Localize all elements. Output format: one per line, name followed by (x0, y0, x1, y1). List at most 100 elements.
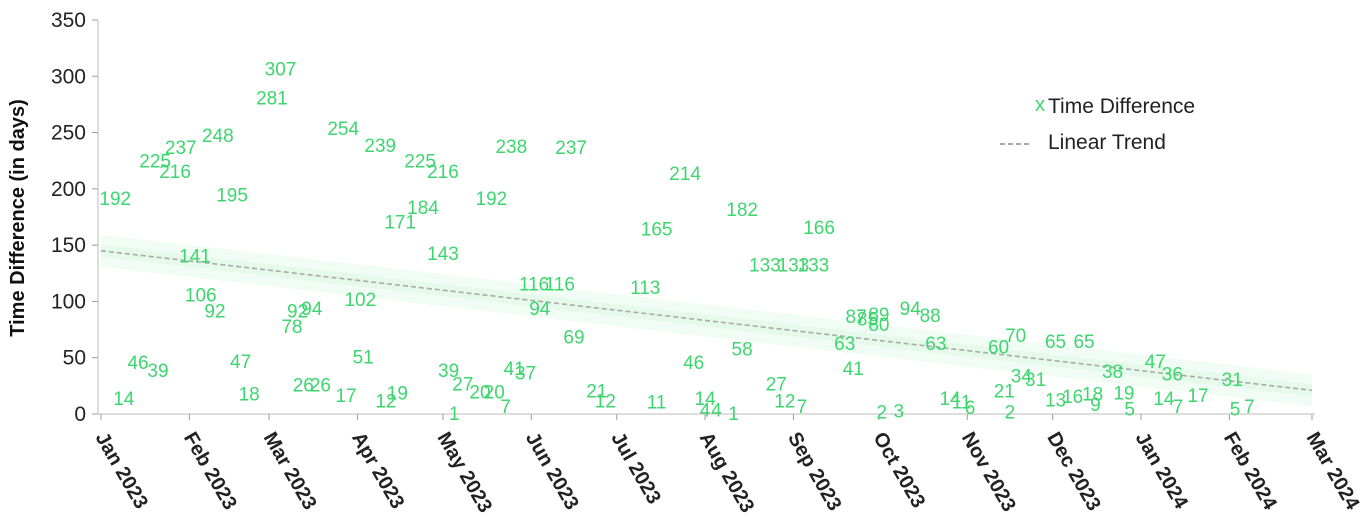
data-point: 51 (353, 348, 374, 369)
y-axis-ticks: 0 50 100 150 200 250 300 350 (51, 9, 98, 426)
data-point: 34 (1011, 367, 1033, 388)
data-point: 36 (1162, 364, 1183, 385)
data-point: 133 (778, 255, 810, 276)
trend-line (100, 249, 1313, 392)
data-point: 2 (876, 403, 887, 424)
data-point: 31 (1025, 370, 1046, 391)
y-axis-title: Time Difference (in days) (7, 99, 29, 336)
data-point: 113 (630, 278, 660, 299)
data-point: 6 (965, 398, 976, 419)
data-point: 80 (868, 315, 889, 336)
data-point: 2 (1005, 403, 1016, 424)
data-point: 106 (185, 286, 217, 307)
x-tick-label: Feb 2024 (1219, 429, 1281, 515)
data-point: 92 (287, 301, 308, 322)
data-point: 65 (1045, 332, 1066, 353)
data-point: 60 (988, 337, 1009, 358)
data-point: 238 (495, 137, 527, 158)
x-tick-label: Apr 2023 (347, 429, 408, 513)
data-point: 4 (711, 400, 722, 421)
data-point: 116 (519, 274, 549, 295)
data-point: 225 (404, 152, 436, 173)
data-point: 1 (728, 404, 739, 425)
y-tick-label: 150 (51, 234, 86, 257)
data-point: 87 (846, 307, 867, 328)
data-point: 254 (327, 119, 359, 140)
data-point: 16 (1062, 387, 1083, 408)
data-point: 88 (920, 306, 941, 327)
data-point: 27 (452, 375, 473, 396)
data-point: 14 (1153, 389, 1175, 410)
data-point: 19 (1113, 384, 1134, 405)
data-point: 184 (407, 198, 439, 219)
data-point: 7 (1244, 397, 1255, 418)
x-tick-label: Feb 2023 (179, 429, 241, 514)
data-point: 38 (1102, 362, 1123, 383)
data-point: 239 (364, 136, 396, 157)
y-tick-label: 250 (51, 122, 86, 145)
x-tick-label: Jul 2023 (606, 429, 665, 508)
data-point: 31 (1222, 370, 1243, 391)
data-point: 216 (427, 162, 459, 183)
data-point: 14 (940, 389, 962, 410)
x-tick-label: Mar 2024 (1302, 429, 1361, 515)
data-point: 21 (994, 381, 1015, 402)
data-point: 46 (683, 353, 704, 374)
y-tick-label: 300 (51, 65, 86, 88)
data-point: 192 (99, 189, 131, 210)
data-point: 17 (1187, 386, 1208, 407)
data-point: 65 (1073, 332, 1094, 353)
data-point: 182 (726, 200, 758, 221)
data-point: 165 (641, 219, 673, 240)
data-point: 102 (344, 290, 376, 311)
data-point: 216 (159, 162, 191, 183)
data-point: 237 (555, 138, 587, 159)
data-point: 18 (239, 385, 260, 406)
data-point: 39 (438, 361, 459, 382)
data-point: 307 (265, 59, 297, 80)
x-tick-label: Sep 2023 (783, 429, 845, 515)
data-point: 195 (216, 185, 248, 206)
legend: x Time Difference Linear Trend (1000, 94, 1195, 154)
data-point: 69 (563, 327, 584, 348)
data-points: 1921446225392162371411069224819547182813… (99, 59, 1254, 424)
data-point: 20 (484, 382, 505, 403)
legend-label-linear-trend: Linear Trend (1048, 131, 1166, 154)
data-point: 94 (301, 299, 323, 320)
data-point: 237 (165, 138, 197, 159)
data-point: 171 (384, 213, 416, 234)
x-tick-label: Mar 2023 (259, 429, 321, 514)
x-tick-label: Aug 2023 (695, 429, 759, 517)
data-point: 5 (1124, 399, 1135, 420)
data-point: 12 (774, 391, 795, 412)
data-point: 11 (952, 393, 972, 414)
data-point: 17 (335, 386, 356, 407)
data-point: 20 (469, 382, 490, 403)
x-axis-ticks: Jan 2023 Feb 2023 Mar 2023 Apr 2023 May 2023… (91, 414, 1361, 517)
data-point: 27 (766, 375, 787, 396)
data-point: 70 (1005, 326, 1026, 347)
x-tick-label: Jan 2023 (91, 429, 152, 513)
data-point: 12 (595, 391, 616, 412)
data-point: 41 (504, 359, 525, 380)
data-point: 19 (387, 384, 408, 405)
data-point: 116 (545, 274, 575, 295)
data-point: 18 (1082, 385, 1103, 406)
y-tick-label: 0 (74, 403, 86, 426)
data-point: 225 (139, 152, 171, 173)
data-point: 41 (843, 359, 864, 380)
data-point: 47 (230, 352, 251, 373)
data-point: 143 (427, 244, 459, 265)
data-point: 192 (476, 189, 508, 210)
y-tick-label: 50 (63, 347, 86, 370)
data-point: 7 (1173, 397, 1184, 418)
y-tick-label: 350 (51, 9, 86, 32)
x-tick-label: Jan 2024 (1131, 429, 1193, 514)
data-point: 46 (127, 353, 148, 374)
data-point: 3 (894, 402, 905, 423)
data-point: 13 (1045, 390, 1066, 411)
data-point: 63 (834, 334, 855, 355)
data-point: 78 (281, 317, 302, 338)
data-point: 5 (1230, 399, 1241, 420)
